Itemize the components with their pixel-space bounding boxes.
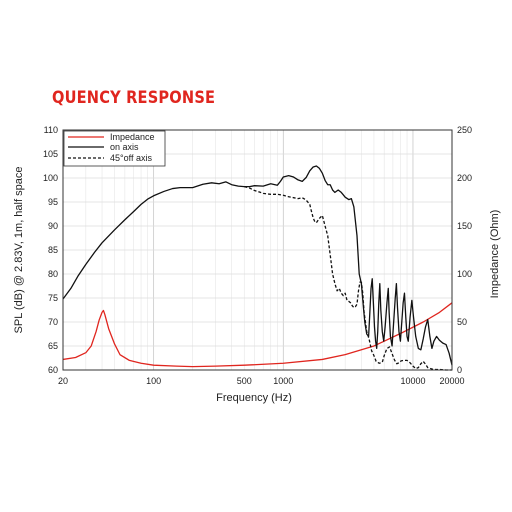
x-axis-label: Frequency (Hz) bbox=[216, 392, 292, 404]
y-tick-label: 70 bbox=[48, 317, 58, 327]
y2-tick-label: 150 bbox=[457, 221, 472, 231]
y-tick-label: 110 bbox=[44, 125, 58, 135]
y2-tick-label: 200 bbox=[457, 173, 472, 183]
y2-tick-label: 100 bbox=[457, 269, 472, 279]
x-tick-label: 20000 bbox=[439, 376, 464, 386]
y-tick-label: 85 bbox=[48, 245, 58, 255]
legend: Impedance on axis 45°off axis bbox=[63, 130, 166, 167]
on-axis-line bbox=[62, 165, 453, 366]
y-tick-label: 80 bbox=[48, 269, 58, 279]
y-axis-label: SPL (dB) @ 2.83V, 1m, half space bbox=[13, 167, 25, 334]
y-tick-label: 105 bbox=[43, 149, 58, 159]
series-layer bbox=[62, 165, 453, 371]
off-axis-line bbox=[244, 186, 452, 371]
impedance-line bbox=[62, 302, 453, 368]
page-title: QUENCY RESPONSE bbox=[52, 88, 216, 108]
x-tick-labels: 20 100 500 1000 10000 20000 bbox=[58, 376, 465, 386]
y-tick-label: 100 bbox=[43, 173, 58, 183]
y-tick-labels: 60 65 70 75 80 85 90 95 100 105 110 bbox=[43, 125, 58, 375]
y-tick-label: 60 bbox=[48, 365, 58, 375]
y2-axis-label: Impedance (Ohm) bbox=[489, 210, 501, 299]
plot-frame bbox=[62, 129, 453, 371]
y2-tick-labels: 0 50 100 150 200 250 bbox=[457, 125, 472, 375]
y-tick-label: 90 bbox=[48, 221, 58, 231]
x-tick-label: 1000 bbox=[273, 376, 293, 386]
y-tick-label: 65 bbox=[48, 341, 58, 351]
y-tick-label: 95 bbox=[48, 197, 58, 207]
y2-tick-label: 50 bbox=[457, 317, 467, 327]
x-tick-label: 10000 bbox=[400, 376, 425, 386]
y-tick-label: 75 bbox=[48, 293, 58, 303]
y2-tick-label: 250 bbox=[457, 125, 472, 135]
x-tick-label: 100 bbox=[146, 376, 161, 386]
x-tick-label: 20 bbox=[58, 376, 68, 386]
legend-label-off-axis: 45°off axis bbox=[110, 153, 152, 163]
y2-tick-label: 0 bbox=[457, 365, 462, 375]
legend-label-impedance: Impedance bbox=[110, 132, 155, 142]
legend-label-on-axis: on axis bbox=[110, 142, 139, 152]
x-tick-label: 500 bbox=[237, 376, 252, 386]
